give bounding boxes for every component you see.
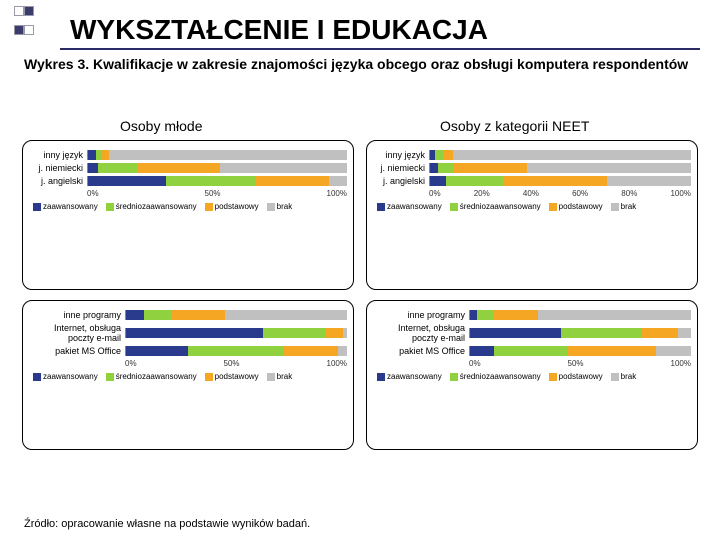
chart-comp-left: inne programy Internet, obsługa poczty e-… (22, 300, 354, 450)
legend-item: średniozaawansowany (450, 372, 541, 381)
row-label: Internet, obsługa poczty e-mail (29, 323, 125, 343)
bar (429, 163, 691, 173)
bar (469, 346, 691, 356)
row-label: inny język (373, 150, 429, 160)
legend-item: podstawowy (549, 372, 603, 381)
legend-item: brak (267, 372, 293, 381)
legend-item: zaawansowany (377, 372, 442, 381)
legend-item: zaawansowany (377, 202, 442, 211)
bar (87, 176, 347, 186)
row-label: Internet, obsługa poczty e-mail (373, 323, 469, 343)
bar (469, 310, 691, 320)
legend-item: brak (611, 372, 637, 381)
legend-item: brak (267, 202, 293, 211)
row-label: inne programy (29, 310, 125, 320)
slide-bullets (14, 4, 34, 42)
bar (469, 328, 691, 338)
bar (429, 176, 691, 186)
row-label: j. niemiecki (29, 163, 87, 173)
subtitle: Wykres 3. Kwalifikacje w zakresie znajom… (24, 56, 694, 72)
legend-item: średniozaawansowany (106, 202, 197, 211)
page-title: WYKSZTAŁCENIE I EDUKACJA (70, 14, 488, 46)
bar (125, 346, 347, 356)
accent-line (60, 48, 700, 50)
row-label: j. angielski (29, 176, 87, 186)
legend-item: podstawowy (549, 202, 603, 211)
chart-comp-right: inne programy Internet, obsługa poczty e-… (366, 300, 698, 450)
chart-lang-left: inny językj. niemieckij. angielski0%50%1… (22, 140, 354, 290)
legend-item: brak (611, 202, 637, 211)
chart-lang-right: inny językj. niemieckij. angielski0%20%4… (366, 140, 698, 290)
legend-item: średniozaawansowany (106, 372, 197, 381)
row-label: j. niemiecki (373, 163, 429, 173)
row-label: inny język (29, 150, 87, 160)
legend-item: podstawowy (205, 372, 259, 381)
bar (87, 163, 347, 173)
row-label: inne programy (373, 310, 469, 320)
legend-item: zaawansowany (33, 202, 98, 211)
bar (87, 150, 347, 160)
bar (125, 328, 347, 338)
source-text: Źródło: opracowanie własne na podstawie … (24, 518, 310, 530)
legend-item: podstawowy (205, 202, 259, 211)
row-label: pakiet MS Office (373, 346, 469, 356)
legend-item: średniozaawansowany (450, 202, 541, 211)
row-label: j. angielski (373, 176, 429, 186)
left-col-title: Osoby młode (120, 118, 202, 134)
row-label: pakiet MS Office (29, 346, 125, 356)
bar (429, 150, 691, 160)
legend-item: zaawansowany (33, 372, 98, 381)
right-col-title: Osoby z kategorii NEET (440, 118, 589, 134)
bar (125, 310, 347, 320)
